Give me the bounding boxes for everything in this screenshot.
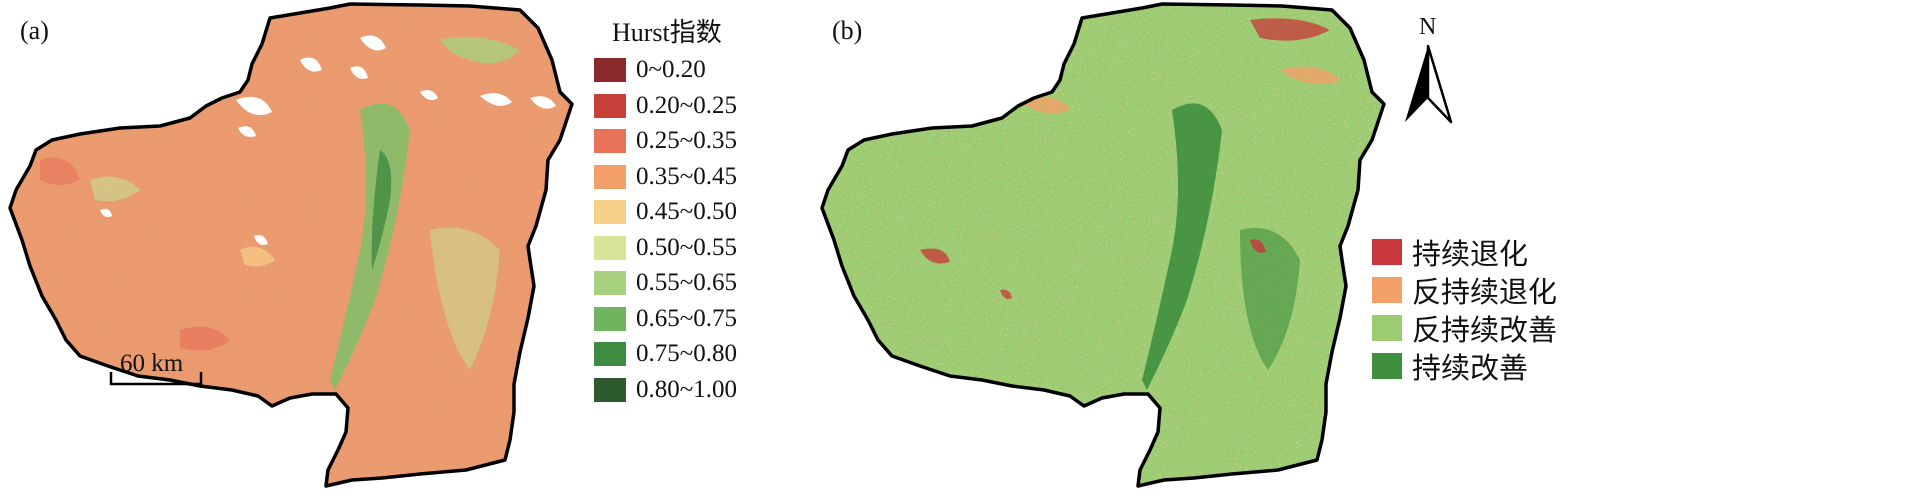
legend-a-label: 0.35~0.45 [636, 162, 738, 190]
legend-a-swatch [594, 377, 626, 402]
legend-b-label: 持续改善 [1412, 351, 1529, 385]
legend-a-item: 0.35~0.45 [594, 161, 737, 193]
legend-a-swatch [594, 271, 626, 295]
legend-a-label: 0~0.20 [636, 56, 706, 83]
legend-a-swatch [594, 342, 626, 366]
legend-b-swatch [1372, 315, 1402, 341]
north-arrow-icon [1405, 44, 1453, 124]
legend-a-label: 0.20~0.25 [636, 91, 738, 119]
legend-b-swatch [1372, 353, 1402, 379]
legend-a-item: 0.65~0.75 [594, 303, 737, 335]
legend-a-swatch [594, 200, 626, 224]
legend-a-label: 0.25~0.35 [636, 127, 738, 154]
scale-bar [109, 372, 203, 386]
legend-a-item: 0.25~0.35 [594, 125, 737, 157]
legend-a-title: Hurst指数 [612, 18, 722, 47]
legend-a-item: 0.50~0.55 [594, 232, 737, 264]
legend-b-label: 反持续改善 [1412, 313, 1558, 347]
legend-a-label: 0.80~1.00 [636, 375, 738, 403]
legend-a-item: 0.80~1.00 [594, 374, 737, 406]
hurst-map [10, 4, 572, 486]
legend-a-label: 0.55~0.65 [636, 269, 738, 296]
legend-a-item: 0.55~0.65 [594, 267, 737, 299]
legend-b-swatch [1372, 239, 1402, 265]
legend-a-item: 0.20~0.25 [594, 90, 737, 122]
panel-a-label: (a) [20, 16, 49, 45]
panel-b-label: (b) [832, 16, 863, 45]
legend-b-item: 反持续退化 [1372, 274, 1557, 309]
legend-a-swatch [594, 58, 626, 82]
legend-a-item: 0~0.20 [594, 54, 706, 86]
legend-b-item: 持续退化 [1372, 236, 1528, 271]
legend-a-label: 0.65~0.75 [636, 304, 738, 332]
legend-a-swatch [594, 129, 626, 153]
legend-a-label: 0.75~0.80 [636, 340, 738, 367]
legend-a-item: 0.75~0.80 [594, 338, 737, 370]
legend-a-swatch [594, 306, 626, 331]
legend-a-swatch [594, 235, 626, 260]
legend-a-swatch [594, 164, 626, 189]
legend-b-label: 持续退化 [1412, 237, 1529, 271]
legend-b-swatch [1372, 277, 1402, 303]
legend-a-label: 0.45~0.50 [636, 198, 738, 225]
legend-b-label: 反持续退化 [1412, 275, 1558, 309]
legend-a-item: 0.45~0.50 [594, 196, 737, 228]
legend-b-item: 持续改善 [1372, 350, 1528, 385]
scale-bar-label: 60 km [120, 350, 184, 377]
legend-a-swatch [594, 93, 626, 118]
legend-a-label: 0.50~0.55 [636, 233, 738, 261]
north-label: N [1419, 14, 1437, 40]
trend-map [822, 4, 1384, 486]
legend-b-item: 反持续改善 [1372, 312, 1557, 347]
